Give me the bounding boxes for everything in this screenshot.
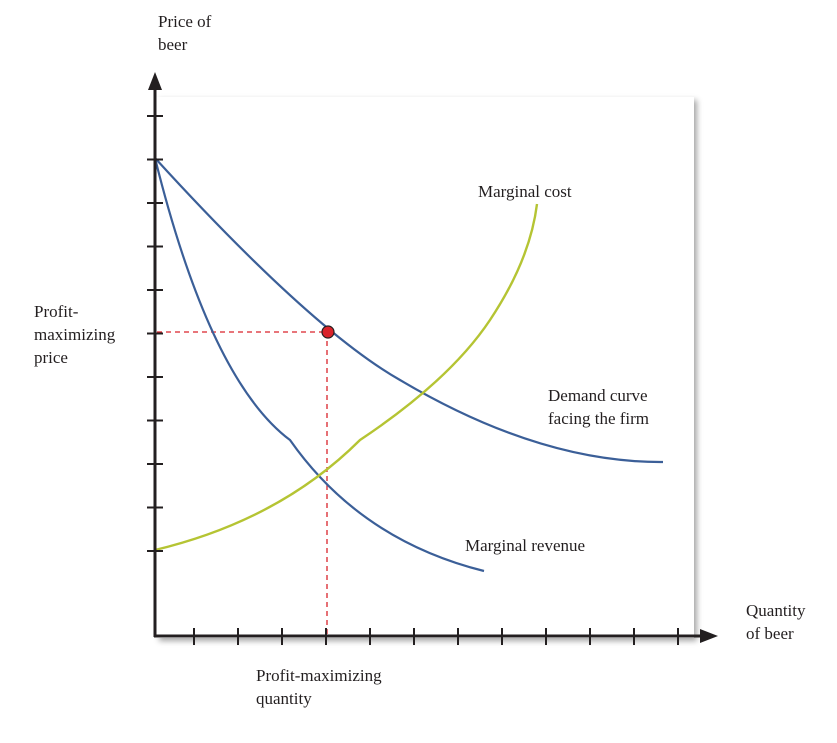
x-axis — [154, 629, 718, 643]
x-axis-ticks — [193, 628, 679, 645]
profit-max-point — [321, 325, 335, 339]
demand-curve — [154, 157, 664, 464]
marginal-cost-curve — [154, 203, 539, 552]
y-axis — [148, 72, 162, 637]
profit-maximizing-price-label: Profit- maximizing price — [34, 302, 116, 367]
marginal-cost-label: Marginal cost — [478, 182, 572, 201]
x-axis-label: Quantity of beer — [746, 601, 806, 643]
plot-panel — [156, 97, 694, 638]
y-axis-ticks — [147, 115, 163, 552]
marginal-revenue-label: Marginal revenue — [465, 536, 586, 555]
marginal-revenue-curve — [153, 157, 485, 573]
y-axis-label: Price of beer — [158, 12, 212, 54]
profit-maximizing-quantity-label: Profit-maximizing quantity — [256, 666, 382, 708]
demand-curve-label: Demand curve facing the firm — [548, 386, 650, 428]
